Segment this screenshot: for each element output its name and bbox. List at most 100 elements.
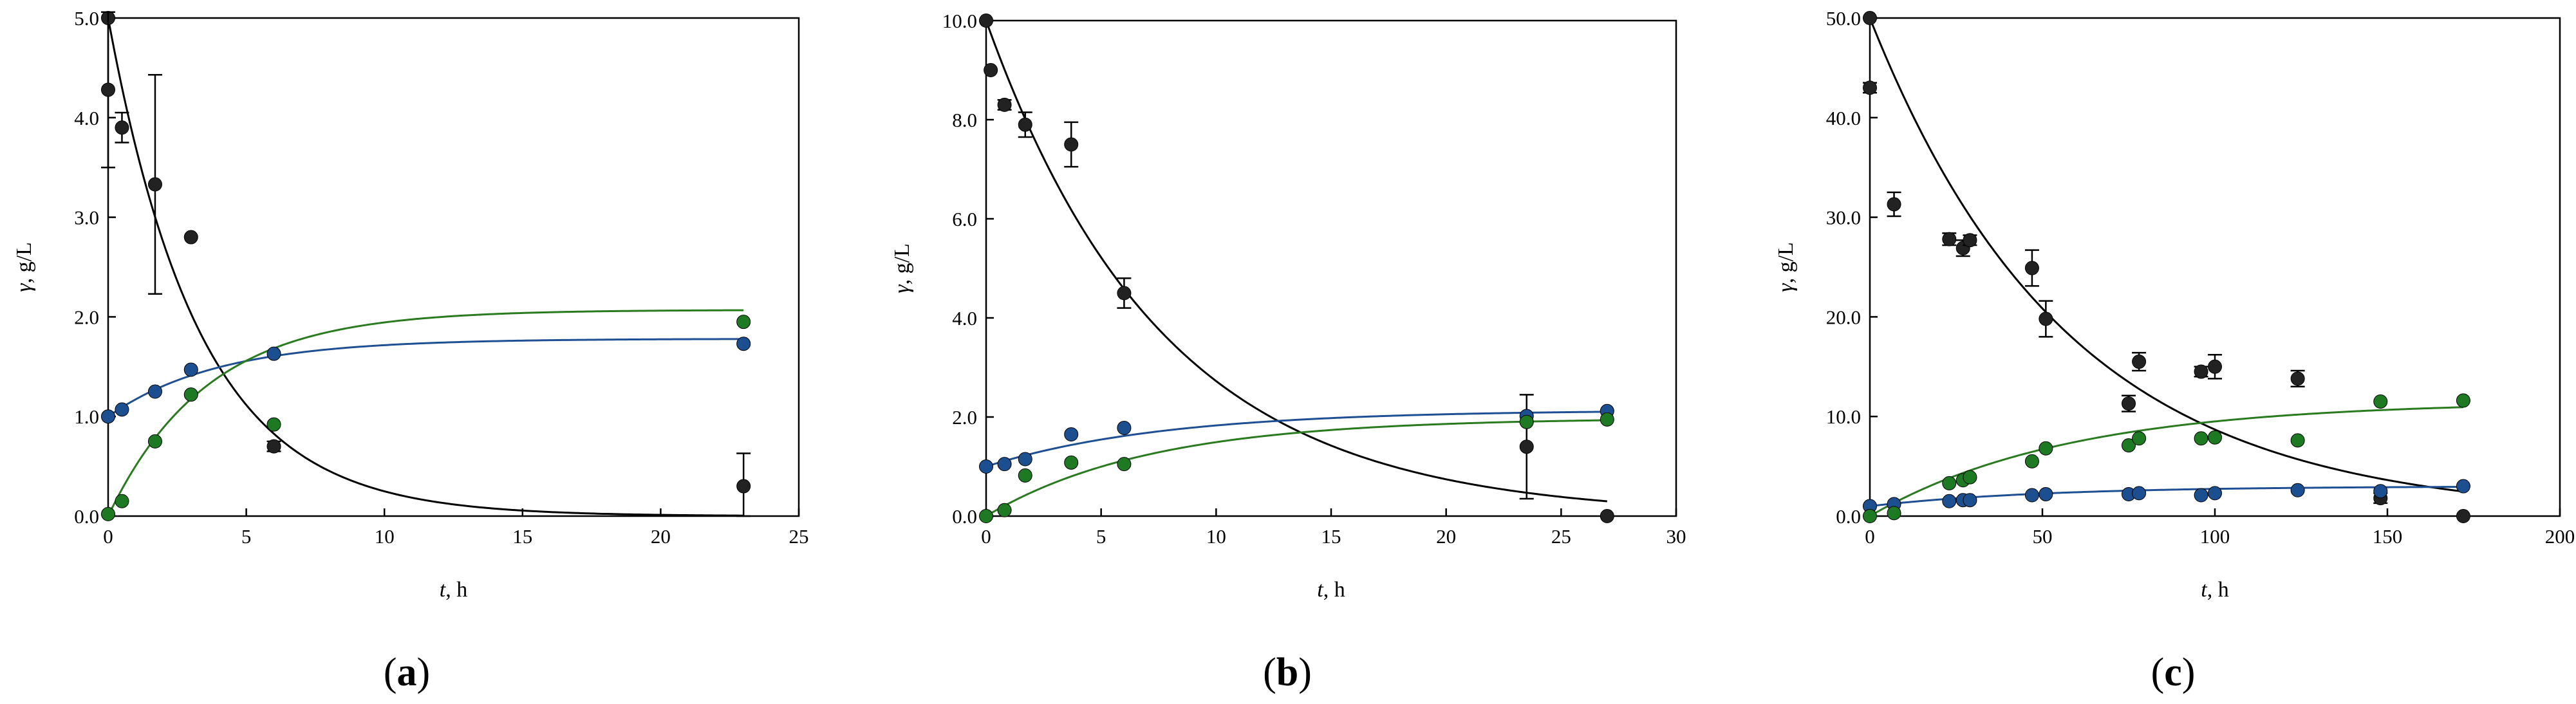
panel-label-open: ( [384, 651, 397, 694]
substrate-data-point [2024, 261, 2039, 275]
product-data-point [1600, 412, 1614, 427]
y-tick-label: 8.0 [952, 109, 977, 131]
x-tick-label: 0 [981, 525, 991, 548]
panel-label-letter: b [1276, 651, 1298, 694]
y-tick-label: 10.0 [1826, 405, 1861, 428]
y-tick-label: 2.0 [952, 406, 977, 429]
x-axis-symbol: t [1317, 578, 1324, 602]
product-data-point [736, 315, 751, 329]
product-data-point [1942, 476, 1957, 490]
product-data-point [2373, 394, 2388, 409]
x-tick-label: 20 [651, 525, 671, 548]
x-tick-label: 150 [2373, 525, 2403, 548]
x-axis-title: t, h [440, 578, 467, 602]
y-axis-symbol: γ [1774, 283, 1798, 292]
x-tick-label: 25 [789, 525, 809, 548]
product-model-curve [108, 309, 744, 516]
substrate-data-point [266, 439, 281, 454]
substrate-model-curve [986, 21, 1607, 503]
substrate-data-point [2122, 396, 2136, 411]
biomass-data-point [183, 362, 198, 377]
biomass-model-curve [108, 338, 744, 418]
biomass-data-point [147, 384, 162, 399]
substrate-data-point [2039, 311, 2053, 326]
biomass-data-point [1018, 452, 1032, 467]
x-tick-label: 50 [2033, 525, 2053, 548]
y-tick-label: 5.0 [74, 7, 99, 30]
plot-frame [107, 17, 800, 517]
biomass-data-point [2208, 486, 2222, 501]
y-tick-label: 0.0 [1836, 505, 1861, 528]
biomass-data-point [2039, 486, 2053, 501]
product-data-point [2122, 438, 2136, 453]
panel-label-close: ) [2182, 651, 2196, 694]
panel-label: (c) [2151, 651, 2196, 694]
substrate-data-point [1064, 137, 1079, 152]
biomass-data-point [997, 457, 1012, 472]
substrate-data-point [183, 230, 198, 245]
product-data-point [1519, 414, 1534, 429]
y-tick-label: 2.0 [74, 306, 99, 328]
substrate-data-point [2456, 509, 2470, 523]
x-tick-label: 15 [512, 525, 532, 548]
x-tick-label: 10 [1206, 525, 1226, 548]
y-tick-label: 4.0 [74, 107, 99, 129]
panel-label: (b) [1263, 651, 1312, 694]
biomass-data-point [101, 409, 115, 424]
substrate-data-point [147, 177, 162, 192]
chart-panel-b: 0 5 10 15 20 25 30 0.0 2.0 4.0 6.0 8.0 10.0 t, h γ, g/… [890, 10, 1686, 694]
panel-label-close: ) [1298, 651, 1312, 694]
substrate-data-point [979, 14, 993, 28]
y-axis-symbol: γ [890, 284, 914, 293]
y-tick-label: 10.0 [942, 10, 977, 32]
y-tick-label: 0.0 [74, 505, 99, 528]
biomass-data-point [2024, 488, 2039, 503]
y-tick-label: 50.0 [1826, 7, 1861, 30]
product-data-point [2132, 431, 2147, 446]
chart-panel-a: 0 5 10 15 20 25 0.0 1.0 2.0 3.0 4.0 5.0 t, h γ, g/L (a… [12, 7, 809, 694]
y-tick-label: 6.0 [952, 208, 977, 230]
x-tick-label: 5 [241, 525, 252, 548]
panel-label-open: ( [2151, 651, 2165, 694]
product-data-point [2290, 433, 2305, 448]
product-data-point [101, 506, 115, 521]
biomass-data-point [736, 337, 751, 351]
y-tick-label: 1.0 [74, 405, 99, 428]
x-tick-label: 0 [1865, 525, 1875, 548]
biomass-data-point [1963, 493, 1977, 508]
y-axis-symbol: γ [12, 283, 36, 292]
x-tick-label: 5 [1096, 525, 1106, 548]
biomass-model-curve [986, 411, 1607, 468]
panel-label-open: ( [1263, 651, 1276, 694]
substrate-model-curve [108, 18, 744, 516]
x-tick-label: 200 [2545, 525, 2575, 548]
x-axis-unit: , h [2207, 578, 2229, 602]
product-data-point [1018, 468, 1032, 483]
product-data-point [183, 387, 198, 402]
x-axis-symbol: t [440, 578, 447, 602]
substrate-data-point [1887, 197, 1901, 212]
x-tick-label: 10 [375, 525, 395, 548]
biomass-data-point [2194, 488, 2208, 503]
substrate-data-point [1018, 117, 1032, 132]
substrate-data-point [2208, 359, 2222, 374]
y-axis-title: γ, g/L [890, 243, 914, 293]
x-axis-unit: , h [1323, 578, 1345, 602]
product-data-point [2208, 430, 2222, 445]
product-data-point [2039, 441, 2053, 456]
biomass-data-point [115, 402, 129, 417]
biomass-data-point [2290, 483, 2305, 497]
substrate-data-point [1942, 232, 1957, 246]
y-tick-label: 3.0 [74, 207, 99, 229]
substrate-data-point [2290, 371, 2305, 386]
substrate-model-curve [1870, 18, 2464, 493]
product-data-point [997, 503, 1012, 517]
panel-label-letter: c [2164, 651, 2182, 694]
biomass-data-point [1942, 494, 1957, 508]
biomass-data-point [2456, 479, 2470, 494]
y-tick-label: 30.0 [1826, 207, 1861, 229]
product-data-point [1064, 455, 1079, 470]
product-data-point [1863, 509, 1877, 523]
y-axis-title: γ, g/L [12, 242, 36, 292]
